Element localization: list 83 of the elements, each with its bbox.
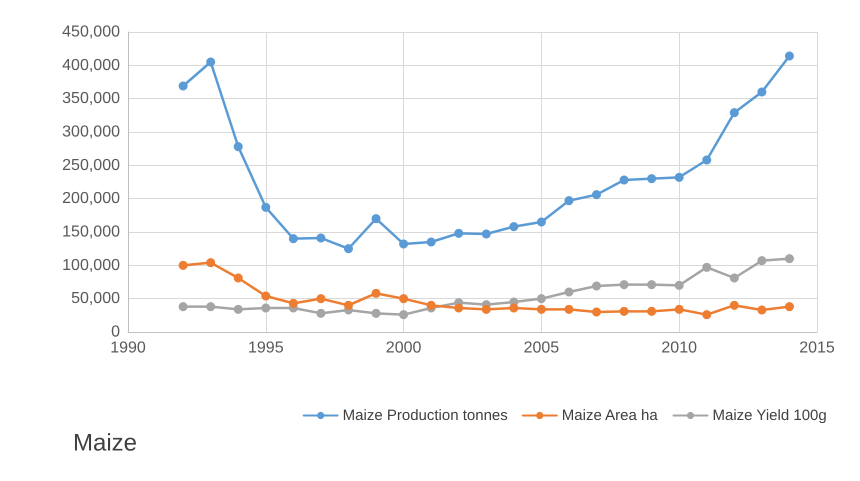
- point: [234, 274, 243, 282]
- point: [674, 172, 684, 182]
- point: [454, 304, 464, 312]
- point: [536, 218, 546, 226]
- legend-label: Maize Yield 100g: [712, 407, 827, 424]
- point: [178, 260, 188, 270]
- point: [592, 282, 602, 290]
- point: [620, 176, 629, 184]
- point: [784, 302, 794, 312]
- point: [344, 300, 353, 310]
- x-tick-label: 2000: [386, 340, 422, 356]
- point: [454, 228, 464, 238]
- y-tick-label: 300,000: [62, 124, 120, 140]
- point: [482, 230, 491, 238]
- point: [426, 238, 436, 246]
- x-tick-label: 1990: [110, 340, 146, 356]
- point: [674, 304, 684, 314]
- text: Maize: [73, 430, 138, 456]
- point: [509, 222, 518, 232]
- point: [206, 58, 216, 66]
- point: [426, 300, 436, 310]
- point: [730, 274, 739, 282]
- point: [564, 304, 574, 314]
- x-tick-label: 2005: [524, 340, 560, 356]
- point: [592, 190, 602, 200]
- point: [178, 82, 188, 90]
- point: [399, 294, 408, 304]
- legend-label: Maize Area ha: [562, 407, 658, 424]
- point: [261, 304, 270, 312]
- point: [316, 308, 326, 318]
- point: [592, 308, 602, 316]
- x-tick-label: 2015: [799, 340, 835, 356]
- point: [288, 298, 298, 308]
- point: [509, 304, 518, 312]
- point: [372, 288, 381, 298]
- point: [702, 310, 712, 320]
- y-tick-label: 350,000: [62, 90, 120, 108]
- point: [261, 202, 270, 212]
- point: [702, 262, 712, 272]
- point: [784, 52, 794, 60]
- point: [234, 304, 243, 314]
- point: [178, 302, 188, 312]
- y-tick-label: 450,000: [62, 24, 120, 40]
- y-tick-label: 100,000: [62, 256, 120, 274]
- point: [399, 310, 408, 320]
- point: [564, 288, 574, 296]
- point: [206, 258, 216, 268]
- point: [316, 294, 326, 304]
- point: [757, 256, 766, 266]
- point: [647, 280, 656, 290]
- point: [536, 294, 546, 304]
- point: [372, 308, 381, 318]
- point: [344, 244, 353, 254]
- point: [784, 254, 794, 264]
- x-tick-label: 2010: [661, 340, 698, 356]
- point: [702, 156, 712, 164]
- point: [730, 108, 739, 118]
- y-tick-label: 0: [111, 324, 120, 340]
- point: [647, 306, 656, 316]
- y-tick-label: 50,000: [71, 290, 120, 308]
- point: [261, 292, 270, 300]
- point: [757, 88, 766, 96]
- point: [288, 234, 298, 244]
- point: [620, 306, 629, 316]
- point: [372, 214, 381, 224]
- point: [234, 142, 243, 152]
- y-tick-label: 250,000: [62, 156, 120, 174]
- point: [206, 302, 216, 312]
- point: [757, 306, 766, 314]
- point: [647, 174, 656, 184]
- y-tick-label: 150,000: [62, 224, 120, 240]
- legend-label: Maize Production tonnes: [342, 407, 508, 424]
- point: [536, 304, 546, 314]
- point: [620, 280, 629, 290]
- point: [316, 234, 326, 242]
- y-tick-label: 200,000: [62, 190, 120, 208]
- point: [674, 280, 684, 290]
- point: [564, 196, 574, 206]
- point: [482, 304, 491, 314]
- point: [399, 240, 408, 248]
- x-tick-label: 1995: [248, 340, 284, 356]
- y-tick-label: 400,000: [62, 56, 120, 74]
- point: [730, 300, 739, 310]
